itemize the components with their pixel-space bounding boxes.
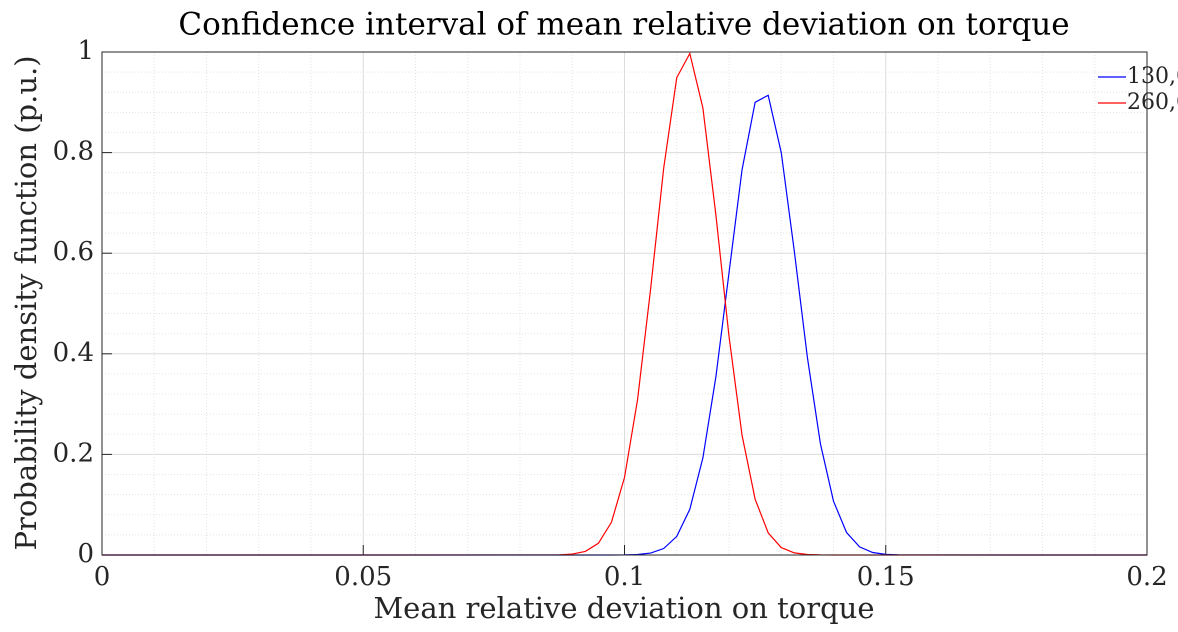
y-axis-label: Probability density function (p.u.) [9,55,43,550]
x-tick-label: 0.2 [1126,562,1167,592]
x-axis-label: Mean relative deviation on torque [373,591,874,625]
y-tick-label: 0.2 [53,438,94,468]
y-tick-label: 0 [77,539,94,569]
legend-label: 130,000Dofs [1127,64,1178,89]
axes-box [101,51,1148,556]
x-tick-label: 0.15 [857,562,915,592]
y-tick-label: 0.8 [53,137,94,167]
y-tick-label: 0.4 [53,338,94,368]
x-tick-label: 0 [94,562,111,592]
x-tick-label: 0.05 [334,562,392,592]
y-tick-label: 1 [77,36,94,66]
y-tick-label: 0.6 [53,237,94,267]
x-tick-label: 0.1 [604,562,645,592]
legend-label: 260,000Dofs [1127,90,1178,115]
chart-title: Confidence interval of mean relative dev… [178,7,1069,43]
